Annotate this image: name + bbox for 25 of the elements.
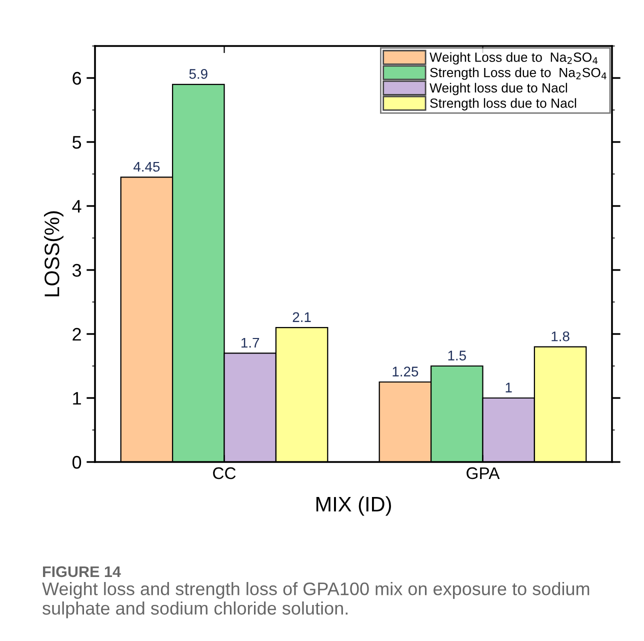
y-tick-label: 0 (72, 456, 82, 469)
legend-label: Weight loss due to Nacl (430, 82, 568, 96)
data-label: 2.1 (292, 312, 311, 322)
data-label: 1.5 (448, 350, 466, 360)
y-tick-label: 2 (72, 328, 81, 341)
y-tick-label: 3 (72, 264, 82, 277)
y-tick-label: 1 (73, 392, 81, 405)
x-axis-title: MIX (ID) (316, 496, 391, 516)
data-label: 1.25 (392, 366, 418, 376)
x-tick-label: GPA (466, 467, 500, 480)
data-label: 1.7 (242, 338, 260, 348)
x-tick-label: CC (213, 467, 236, 480)
legend-label: Strength Loss due to Na$_{2}$SO$_{4}$ (430, 68, 606, 80)
data-label: 1 (506, 382, 512, 392)
caption: FIGURE 14 (43, 566, 121, 578)
data-label: 1.8 (552, 331, 570, 342)
y-axis-title: LOSS(%) (44, 211, 64, 296)
legend-label: Strength loss due to Nacl (430, 98, 576, 110)
data-label: 5.9 (189, 69, 208, 79)
data-label: 4.45 (134, 162, 160, 172)
text: Weight loss and strength loss of GPA100 mix on exposure to sodium sulphate and sodium chloride solution. (42, 582, 590, 618)
y-tick-label: 6 (72, 72, 82, 85)
legend-label: Weight Loss due to Na$_{2}$SO$_{4}$ (430, 52, 598, 64)
y-tick-label: 4 (72, 200, 82, 213)
y-tick-label: 5 (72, 136, 82, 149)
